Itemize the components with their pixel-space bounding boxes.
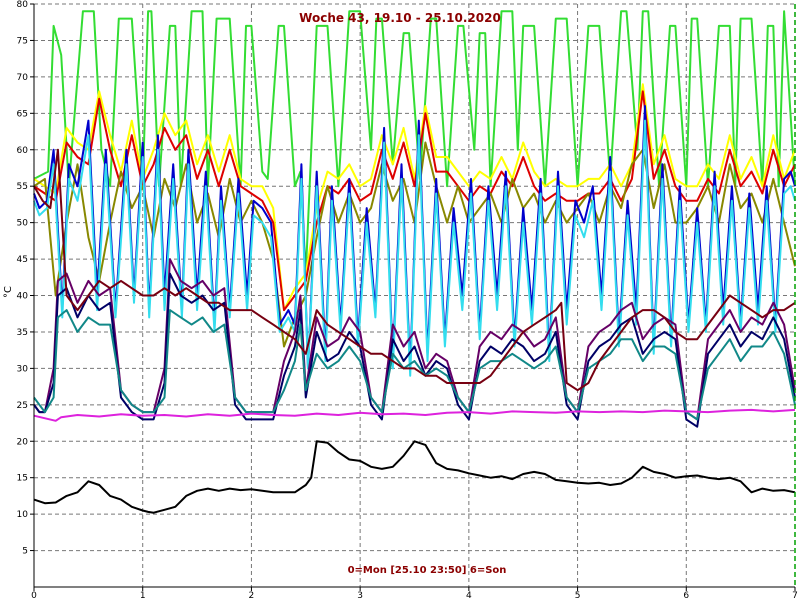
series-line-2 [33, 83, 796, 312]
y-tick-label: 25 [17, 401, 28, 411]
series-line-12 [33, 440, 796, 514]
x-tick-label: 4 [466, 591, 472, 600]
series-layer [33, 10, 796, 514]
chart-title: Woche 43, 19.10 - 25.10.2020 [299, 11, 501, 25]
chart-subtitle: 0=Mon [25.10 23:50] 6=Son [348, 565, 507, 576]
x-tick-label: 0 [31, 591, 37, 600]
y-tick-label: 60 [17, 146, 29, 156]
series-line-6 [33, 119, 796, 377]
y-tick-label: 15 [17, 474, 28, 484]
y-tick-label: 20 [17, 437, 29, 447]
y-tick-label: 45 [17, 255, 28, 265]
y-axis-label: °C [3, 286, 14, 298]
x-tick-label: 5 [575, 591, 581, 600]
series-line-10 [33, 148, 796, 392]
y-tick-label: 10 [17, 510, 29, 520]
y-tick-label: 35 [17, 328, 28, 338]
y-tick-label: 5 [22, 547, 28, 557]
series-line-9 [33, 309, 796, 421]
series-line-8 [33, 272, 796, 428]
series-line-11 [33, 408, 796, 422]
y-tick-label: 80 [17, 0, 29, 10]
x-tick-label: 2 [249, 591, 255, 600]
x-tick-label: 3 [357, 591, 363, 600]
y-tick-label: 55 [17, 182, 28, 192]
y-tick-label: 40 [17, 292, 29, 302]
x-tick-label: 6 [683, 591, 689, 600]
y-tick-label: 65 [17, 109, 28, 119]
y-tick-label: 50 [17, 219, 29, 229]
y-tick-label: 30 [17, 364, 29, 374]
x-tick-label: 7 [792, 591, 798, 600]
y-tick-label: 75 [17, 36, 28, 46]
y-tick-label: 70 [17, 73, 29, 83]
x-tick-label: 1 [140, 591, 146, 600]
series-line-3 [33, 90, 796, 312]
